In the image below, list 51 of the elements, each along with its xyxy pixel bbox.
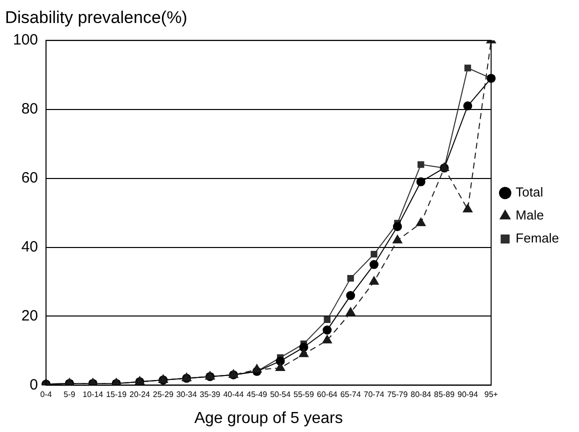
point — [418, 161, 424, 168]
x-tick-label: 85-89 — [434, 390, 456, 400]
x-tick-label: 70-74 — [364, 390, 385, 400]
x-tick-label: 65-74 — [340, 390, 362, 400]
legend-label: Total — [516, 184, 544, 200]
point — [298, 348, 309, 358]
x-tick-label: 10-14 — [82, 390, 104, 400]
point — [416, 177, 426, 186]
point — [462, 204, 473, 212]
x-tick-label: 15-19 — [106, 390, 128, 400]
point — [347, 274, 354, 282]
x-tick-label: 95+ — [484, 390, 498, 400]
y-tick-label: 100 — [12, 32, 38, 49]
point — [392, 222, 402, 232]
y-tick-label: 80 — [21, 100, 38, 118]
y-tick-label: 60 — [21, 169, 38, 186]
point — [346, 291, 356, 300]
x-axis-title: Age group of 5 years — [194, 410, 343, 427]
point — [464, 64, 472, 72]
point — [322, 334, 332, 344]
x-tick-label: 35-39 — [200, 390, 221, 400]
y-tick-label: 40 — [21, 238, 38, 256]
x-tick-label: 90-94 — [457, 390, 478, 400]
point — [322, 326, 332, 335]
point — [252, 364, 262, 373]
x-tick-label: 25-29 — [152, 390, 174, 400]
point — [392, 234, 402, 244]
point — [346, 307, 356, 316]
point — [324, 316, 330, 324]
x-tick-label: 75-79 — [387, 390, 408, 400]
legend-label: Male — [516, 208, 544, 223]
legend-label: Female — [516, 230, 560, 246]
point — [463, 101, 472, 110]
y-tick-label: 0 — [30, 376, 38, 394]
x-tick-label: 60-64 — [316, 390, 338, 400]
x-tick-label: 30-34 — [176, 390, 198, 400]
x-tick-label: 0-4 — [40, 390, 52, 400]
point — [370, 260, 379, 270]
point — [416, 218, 426, 226]
y-tick-label: 20 — [21, 307, 38, 324]
point — [369, 276, 379, 285]
x-tick-label: 20-24 — [130, 390, 151, 400]
x-tick-label: 80-84 — [410, 390, 432, 400]
x-tick-label: 55-59 — [293, 390, 315, 400]
chart-title: Disability prevalence(%) — [5, 8, 188, 27]
x-tick-label: 45-49 — [246, 390, 268, 400]
x-tick-label: 40-44 — [223, 390, 244, 400]
x-tick-label: 50-54 — [270, 390, 292, 400]
point — [370, 250, 378, 258]
x-tick-label: 5-9 — [64, 390, 76, 400]
point — [275, 362, 286, 371]
